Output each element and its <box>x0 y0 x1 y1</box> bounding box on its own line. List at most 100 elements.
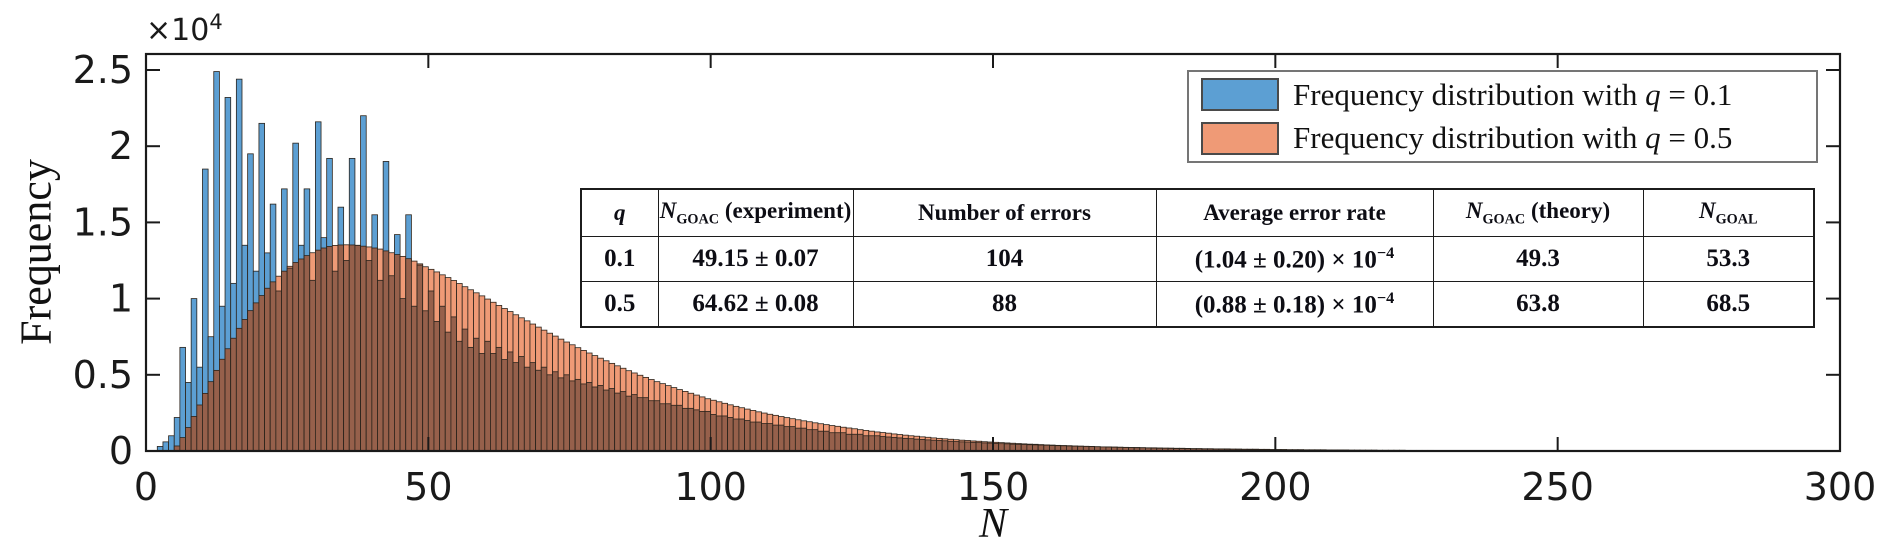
histogram-bar-overlap <box>772 424 779 452</box>
histogram-bar-overlap <box>331 270 339 452</box>
histogram-bar-overlap <box>907 438 915 452</box>
histogram-bar-overlap <box>207 381 215 452</box>
histogram-bar <box>162 441 169 452</box>
histogram-bar-overlap <box>851 433 858 452</box>
histogram-bar-overlap <box>185 427 192 452</box>
table-cell: (0.88 ± 0.18) × 10−4 <box>1155 281 1434 328</box>
histogram-bar-overlap <box>597 385 604 452</box>
legend-item-q05[interactable]: Frequency distribution with q = 0.5 <box>1189 117 1816 159</box>
histogram-bar-overlap <box>292 262 299 452</box>
histogram-bar-overlap <box>721 415 729 452</box>
histogram-bar-overlap <box>506 351 514 452</box>
histogram-bar-overlap <box>591 386 599 452</box>
histogram-bar-overlap <box>557 377 565 452</box>
histogram-bar-overlap <box>444 331 452 452</box>
histogram-bar-overlap <box>648 400 655 452</box>
table-row: 0.1 49.15 ± 0.07 104 (1.04 ± 0.20) × 10−4 49… <box>580 236 1815 282</box>
histogram-bar-overlap <box>766 423 774 452</box>
histogram-bar-overlap <box>456 340 463 452</box>
table-cell: 0.5 <box>580 281 659 328</box>
histogram-bar-overlap <box>518 356 525 452</box>
x-tick-label: 150 <box>957 465 1030 509</box>
histogram-bar-overlap <box>964 441 971 452</box>
histogram-bar-overlap <box>235 327 243 452</box>
histogram-bar-overlap <box>823 430 830 452</box>
histogram-bar-overlap <box>868 435 875 452</box>
histogram-bar-overlap <box>924 439 932 452</box>
histogram-bar-overlap <box>314 249 322 452</box>
histogram-bar-overlap <box>473 337 480 452</box>
histogram-bar-overlap <box>896 437 904 452</box>
table-header-row: q NGOAC (experiment) Number of errors Avera… <box>580 188 1815 237</box>
legend-swatch-blue <box>1201 78 1279 112</box>
histogram-bar-overlap <box>665 403 672 452</box>
histogram-bar-overlap <box>608 388 616 452</box>
histogram-bar-overlap <box>461 328 469 452</box>
histogram-bar-overlap <box>523 366 531 452</box>
histogram-bar-overlap <box>890 437 898 452</box>
histogram-bar-overlap <box>320 247 328 452</box>
y-axis-label: Frequency <box>11 159 61 345</box>
histogram-bar-overlap <box>625 395 633 452</box>
histogram-bar-overlap <box>930 439 937 452</box>
histogram-bar-overlap <box>450 316 457 452</box>
histogram-bar-overlap <box>879 436 887 452</box>
histogram-bar-overlap <box>269 281 277 452</box>
legend-item-q01[interactable]: Frequency distribution with q = 0.1 <box>1189 74 1816 116</box>
histogram-bar-overlap <box>343 260 350 452</box>
table-cell: 63.8 <box>1432 281 1644 328</box>
histogram-bar-overlap <box>264 287 271 452</box>
histogram-bar-overlap <box>936 440 943 452</box>
histogram-bar-overlap <box>902 437 909 452</box>
y-tick-label: 0 <box>109 429 133 473</box>
table-header-cell: Average error rate <box>1155 188 1434 237</box>
table-header-cell: NGOAC (theory) <box>1432 188 1644 237</box>
results-table: q NGOAC (experiment) Number of errors Avera… <box>580 188 1815 328</box>
histogram-bar-overlap <box>857 433 864 452</box>
histogram-bar-overlap <box>659 403 666 452</box>
histogram-bar-overlap <box>953 441 960 452</box>
table-cell: (1.04 ± 0.20) × 10−4 <box>1155 236 1434 282</box>
histogram-bar-overlap <box>371 247 378 452</box>
histogram-bar-overlap <box>241 319 249 452</box>
histogram-bar-overlap <box>540 366 548 452</box>
histogram-bar-overlap <box>862 435 870 452</box>
histogram-bar-overlap <box>495 346 503 452</box>
table-header-cell: Number of errors <box>852 188 1157 237</box>
table-cell: 53.3 <box>1642 236 1815 282</box>
table-cell: 64.62 ± 0.08 <box>657 281 854 328</box>
histogram-bar-overlap <box>727 417 734 452</box>
histogram-bar-overlap <box>941 440 949 452</box>
histogram-bar-overlap <box>196 404 203 452</box>
histogram-bar-overlap <box>682 407 689 452</box>
histogram-bar-overlap <box>749 421 757 452</box>
histogram-bar-overlap <box>794 427 802 452</box>
y-tick-label: 0.5 <box>73 353 133 397</box>
histogram-bar-overlap <box>602 389 610 452</box>
histogram-bar-overlap <box>365 260 373 452</box>
histogram-bar-overlap <box>975 442 983 452</box>
histogram-bar-overlap <box>778 424 785 452</box>
legend: Frequency distribution with q = 0.1 Freq… <box>1187 70 1818 163</box>
table-cell: 104 <box>852 236 1157 282</box>
table-cell: 88 <box>852 281 1157 328</box>
histogram-bar-overlap <box>698 410 706 452</box>
histogram-bar-overlap <box>501 359 508 452</box>
histogram-bar-overlap <box>478 353 486 452</box>
histogram-bar-overlap <box>580 383 587 452</box>
histogram-bar-overlap <box>410 305 418 452</box>
histogram-bar-overlap <box>642 397 649 452</box>
histogram-bar-overlap <box>845 433 853 452</box>
table-cell: 49.3 <box>1432 236 1644 282</box>
histogram-bar-overlap <box>653 400 661 452</box>
x-tick-label: 50 <box>404 465 452 509</box>
legend-label: Frequency distribution with q = 0.5 <box>1293 120 1733 156</box>
histogram-bar-overlap <box>687 407 695 452</box>
histogram-bar-overlap <box>202 392 209 452</box>
histogram-bar-overlap <box>394 254 401 452</box>
histogram-bar-overlap <box>281 270 288 452</box>
histogram-bar-overlap <box>190 416 198 452</box>
histogram-bar-overlap <box>806 429 813 452</box>
table-header-cell: NGOAC (experiment) <box>657 188 854 237</box>
